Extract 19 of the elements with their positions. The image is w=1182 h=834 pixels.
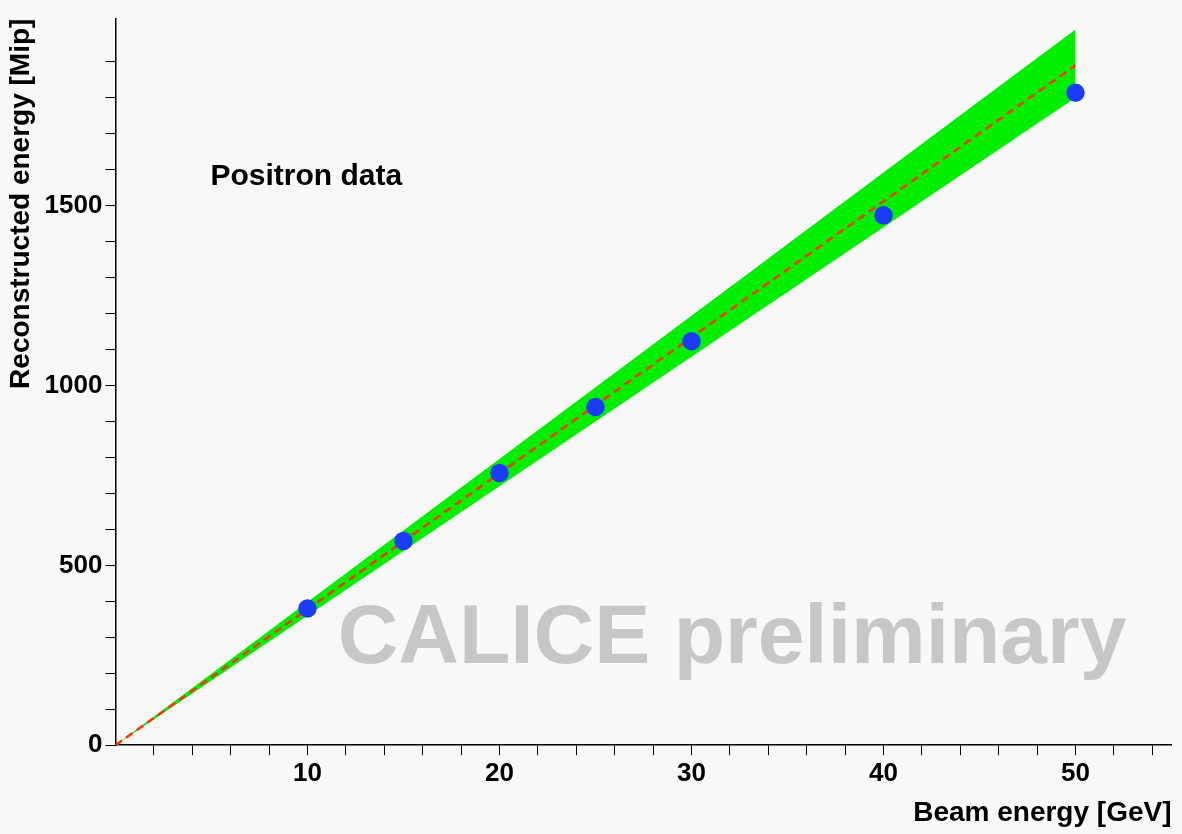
point xyxy=(490,463,509,483)
point xyxy=(394,531,413,551)
point xyxy=(874,206,893,225)
y-axis-title: Reconstructed energy [Mip] xyxy=(3,18,35,389)
x-axis-title: Beam energy [GeV] xyxy=(913,795,1172,827)
x-tick-label: 20 xyxy=(485,756,514,787)
y-tick-label: 1000 xyxy=(44,368,103,399)
annotation: Positron data xyxy=(210,157,403,191)
point xyxy=(1066,83,1085,102)
y-tick-label: 0 xyxy=(87,728,103,759)
point xyxy=(682,332,701,351)
x-tick-label: 50 xyxy=(1061,756,1090,787)
y-tick-label: 500 xyxy=(59,548,103,579)
x-tick-label: 10 xyxy=(292,756,322,787)
point xyxy=(298,599,317,618)
y-tick-label: 1500 xyxy=(44,188,103,219)
x-tick-label: 30 xyxy=(677,756,706,787)
x-tick-label: 40 xyxy=(869,756,898,787)
point xyxy=(586,397,605,417)
